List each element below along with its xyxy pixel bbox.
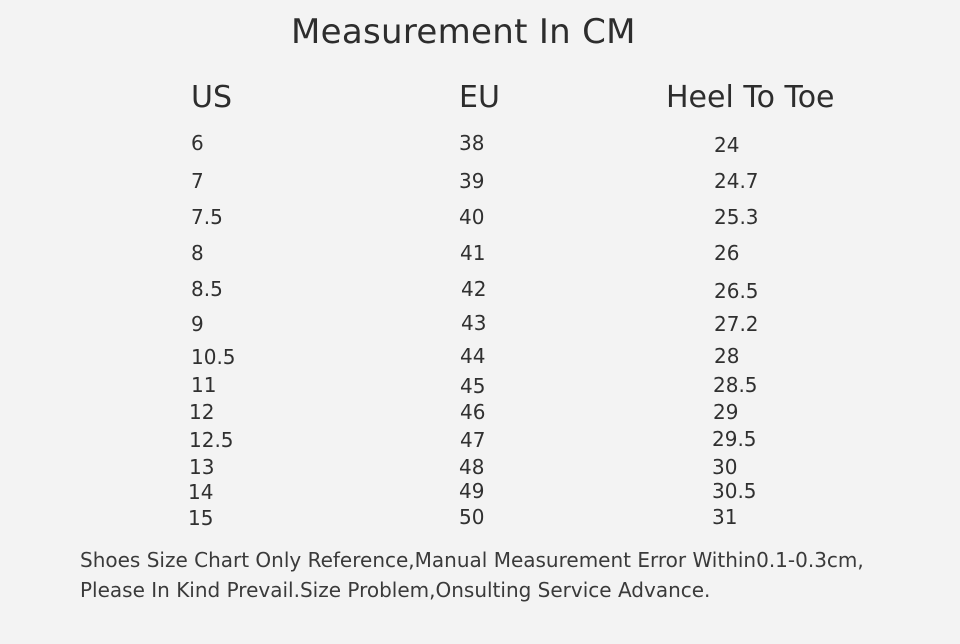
header-us: US [191,80,233,115]
heel-to-toe-cell: 30.5 [712,479,757,503]
eu-size-cell: 48 [459,455,485,479]
heel-to-toe-cell: 26.5 [714,279,759,303]
heel-to-toe-cell: 29 [713,400,739,424]
heel-to-toe-cell: 27.2 [714,312,759,336]
eu-size-cell: 41 [460,241,486,265]
us-size-cell: 7 [191,169,204,193]
eu-size-cell: 49 [459,479,485,503]
heel-to-toe-cell: 24 [714,133,740,157]
eu-size-cell: 44 [460,344,486,368]
page-title: Measurement In CM [291,12,636,52]
eu-size-cell: 50 [459,505,485,529]
heel-to-toe-cell: 28 [714,344,740,368]
us-size-cell: 12.5 [189,428,234,452]
heel-to-toe-cell: 29.5 [712,427,757,451]
us-size-cell: 7.5 [191,205,223,229]
heel-to-toe-cell: 24.7 [714,169,759,193]
disclaimer-line-1: Shoes Size Chart Only Reference,Manual M… [80,548,864,572]
eu-size-cell: 42 [461,277,487,301]
heel-to-toe-cell: 31 [712,505,738,529]
heel-to-toe-cell: 28.5 [713,373,758,397]
us-size-cell: 10.5 [191,345,236,369]
heel-to-toe-cell: 25.3 [714,205,759,229]
header-eu: EU [459,80,500,115]
disclaimer-note: Shoes Size Chart Only Reference,Manual M… [80,545,864,605]
us-size-cell: 9 [191,312,204,336]
heel-to-toe-cell: 26 [714,241,740,265]
eu-size-cell: 38 [459,131,485,155]
us-size-cell: 13 [189,455,215,479]
header-heel-to-toe: Heel To Toe [666,80,835,115]
us-size-cell: 14 [188,480,214,504]
us-size-cell: 8.5 [191,277,223,301]
eu-size-cell: 43 [461,311,487,335]
us-size-cell: 6 [191,131,204,155]
eu-size-cell: 47 [460,428,486,452]
eu-size-cell: 46 [460,400,486,424]
eu-size-cell: 40 [459,205,485,229]
us-size-cell: 15 [188,506,214,530]
us-size-cell: 11 [191,373,217,397]
eu-size-cell: 39 [459,169,485,193]
heel-to-toe-cell: 30 [712,455,738,479]
disclaimer-line-2: Please In Kind Prevail.Size Problem,Onsu… [80,578,711,602]
us-size-cell: 8 [191,241,204,265]
us-size-cell: 12 [189,400,215,424]
eu-size-cell: 45 [460,374,486,398]
